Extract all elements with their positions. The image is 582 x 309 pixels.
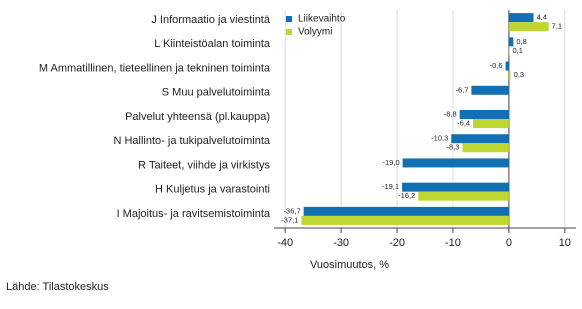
x-tick-label: 0 — [506, 237, 512, 249]
bar — [462, 143, 509, 153]
bar — [418, 191, 509, 201]
value-label: -37,1 — [281, 215, 298, 224]
value-label: -36,7 — [284, 206, 301, 215]
bar — [471, 85, 509, 95]
value-label: -10,3 — [431, 134, 448, 143]
value-label: -16,2 — [398, 191, 415, 200]
bar — [508, 13, 534, 23]
bar — [303, 206, 509, 216]
legend-swatch — [286, 16, 292, 22]
value-label: -6,4 — [457, 118, 470, 127]
bar — [402, 182, 509, 192]
source: Lähde: Tilastokeskus — [6, 281, 109, 293]
y-tick-label: H Kuljetus ja varastointi — [155, 184, 270, 196]
y-tick-label: I Majoitus- ja ravitsemistoiminta — [117, 208, 271, 220]
y-tick-label: S Muu palvelutoiminta — [162, 87, 271, 99]
value-label: 7,1 — [552, 22, 562, 31]
x-tick-label: -40 — [277, 237, 293, 249]
bar — [508, 22, 549, 32]
y-tick-label: Palvelut yhteensä (pl.kauppa) — [125, 111, 270, 123]
value-label: 0,8 — [516, 37, 526, 46]
y-tick-label: N Hallinto- ja tukipalvelutoiminta — [113, 135, 270, 147]
x-tick-label: 10 — [559, 237, 571, 249]
value-label: -19,1 — [382, 182, 399, 191]
x-axis-label: Vuosimuutos, % — [310, 259, 389, 271]
bar — [508, 70, 511, 80]
y-tick-label: R Taiteet, viihde ja virkistys — [138, 159, 270, 171]
bar — [508, 46, 510, 56]
value-label: -19,0 — [383, 158, 400, 167]
value-label: 0,3 — [514, 70, 524, 79]
bar — [473, 119, 509, 128]
legend-swatch — [286, 29, 292, 35]
value-label: 4,4 — [536, 13, 546, 22]
y-tick-label: J Informaatio ja viestintä — [151, 14, 270, 26]
y-tick-label: L Kiinteistöalan toiminta — [154, 38, 271, 50]
bar — [459, 110, 509, 119]
bar — [451, 134, 509, 144]
x-tick-label: -20 — [389, 237, 405, 249]
bar — [402, 158, 509, 168]
value-label: -0,6 — [490, 61, 503, 70]
legend-label: Liikevaihto — [298, 14, 346, 25]
bar — [301, 215, 509, 225]
value-label: -6,7 — [455, 85, 468, 94]
value-label: -8,8 — [444, 109, 457, 118]
value-label: -8,3 — [447, 143, 460, 152]
value-label: 0,1 — [512, 46, 522, 55]
legend-label: Volyymi — [298, 27, 332, 38]
x-tick-label: -10 — [445, 237, 461, 249]
bar — [508, 37, 514, 47]
x-tick-label: -30 — [333, 237, 349, 249]
y-tick-label: M Ammatillinen, tieteellinen ja tekninen… — [39, 62, 271, 74]
bar — [505, 61, 509, 71]
